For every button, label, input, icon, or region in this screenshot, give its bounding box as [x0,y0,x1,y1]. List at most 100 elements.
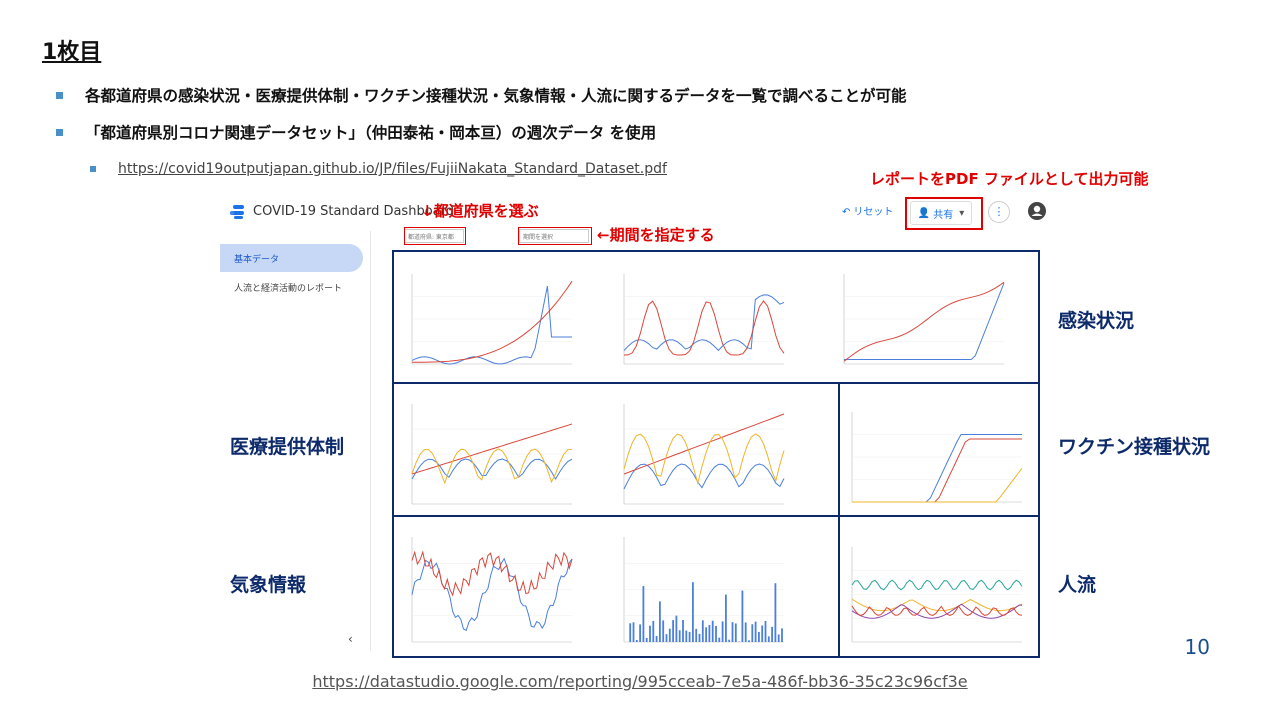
label-weather: 気象情報 [230,574,307,596]
rainfall-bar [642,586,645,642]
sub-bullet: https://covid19outputjapan.github.io/JP/… [90,161,667,177]
label-mobility: 人流 [1058,574,1097,596]
rainfall-bar [758,631,760,642]
reset-button[interactable]: ↶ リセット [842,203,893,218]
rainfall-bar [645,638,648,642]
severe-occupancy-series [623,433,785,486]
datastudio-link[interactable]: https://datastudio.google.com/reporting/… [312,672,968,691]
annotation-pdf-export-text: レポートをPDF ファイルとして出力可能 [870,170,1149,188]
nav-item-basic-data[interactable]: 基本データ [220,244,363,272]
rainfall-bar [698,633,701,642]
rainfall-bar [629,623,632,642]
rainfall-bar [748,640,750,642]
vaccine-dose1-series [852,434,1022,503]
rainfall-bar [708,624,711,642]
label-infection: 感染状況 [1058,310,1135,332]
bullet-2-text: 「都道府県別コロナ関連データセット」（仲田泰祐・岡本亘）の週次データ を使用 [85,124,657,142]
charts-canvas [411,274,1023,643]
charts-panel [392,250,1040,658]
severe-beds-series [623,413,785,475]
rainfall-bar [678,630,681,642]
datastudio-logo-icon [229,204,245,220]
bullet-2: 「都道府県別コロナ関連データセット」（仲田泰祐・岡本亘）の週次データ を使用 [56,121,656,143]
annotation-choose-period: ←期間を指定する [597,224,715,245]
rainfall-bar [662,620,665,642]
mobility-retail-series [851,603,1022,619]
vaccine-dose3-series [852,467,1023,503]
rainfall-bar [761,625,764,642]
rainfall-bar [672,620,674,642]
share-label: 共有 [933,209,954,221]
dataset-link[interactable]: https://covid19outputjapan.github.io/JP/… [118,161,667,177]
rainfall-bar [632,622,635,642]
annotation-choose-prefecture-text: ↓都道府県を選ぶ [421,202,539,220]
beds-occupancy-series [411,448,573,485]
rainfall-bar [635,639,638,642]
rainfall-bar [692,582,694,642]
rainfall-bar [728,639,731,642]
collapse-sidebar-button[interactable]: ‹ [348,632,353,646]
rainfall-bar [718,637,721,642]
rainfall-bar [668,628,671,642]
more-options-icon[interactable]: ⋮ [988,201,1010,223]
prefecture-highlight-box [404,227,466,245]
rainfall-bar [639,624,641,642]
rainfall-bar [781,628,783,642]
mobility-workplace-series [851,605,1023,616]
bullet-1-text: 各都道府県の感染状況・医療提供体制・ワクチン接種状況・気象情報・人流に関するデー… [85,87,907,105]
divider [394,382,1038,384]
new-cases-series [411,286,572,365]
bullet-marker [56,128,63,136]
cumulative-deaths-series [843,281,1005,362]
rainfall-bar [711,620,714,642]
rainfall-bar [771,626,773,642]
rainfall-bar [777,634,780,642]
rainfall-bar [767,636,770,642]
bullet-marker [56,91,63,99]
share-button[interactable]: 👤 共有 ▾ [910,201,972,225]
rainfall-bar [665,634,668,642]
divider [838,382,840,656]
dashboard-title: COVID-19 Standard Dashboard [253,204,454,219]
period-control[interactable]: 期間を選択 [519,229,589,243]
annotation-pdf-export: レポートをPDF ファイルとして出力可能 [870,168,1148,189]
rainfall-bar [721,621,724,642]
temperature-series [411,557,573,632]
reset-label: リセット [853,207,894,218]
rainfall-bar [731,622,734,642]
inpatients-series [623,294,785,352]
rainfall-bar [751,624,754,642]
bullet-1: 各都道府県の感染状況・医療提供体制・ワクチン接種状況・気象情報・人流に関するデー… [56,84,907,106]
rainfall-bar [705,627,707,642]
rainfall-bar [764,620,767,642]
severe-series [623,300,785,356]
mobility-grocery-series [851,598,1023,612]
annotation-choose-period-text: ←期間を指定する [597,226,715,244]
rainfall-bar [682,620,684,642]
share-highlight-box [905,197,983,230]
rainfall-bar [655,636,658,642]
mobility-residential-series [851,579,1023,591]
rainfall-bar [725,594,727,642]
nav-item-mobility-report[interactable]: 人流と経済活動のレポート [234,284,343,294]
chevron-down-icon[interactable]: ▾ [959,207,965,219]
severe-patients-series [623,463,785,490]
rainfall-bar [701,620,704,642]
rainfall-bar [754,621,757,642]
divider [394,515,1038,517]
account-icon[interactable] [1027,201,1047,221]
cumulative-cases-series [412,280,573,363]
rainfall-bar [744,622,747,642]
annotation-choose-prefecture: ↓都道府県を選ぶ [421,200,539,221]
rainfall-bar [659,601,661,642]
label-vaccine: ワクチン接種状況 [1058,436,1211,458]
beds-secured-series [411,423,573,475]
deaths-series [844,282,1005,360]
page-number: 10 [1184,635,1210,659]
rainfall-bar [734,623,737,642]
beds-patients-series [411,458,573,480]
rainfall-bar [774,583,777,642]
rainfall-bar [675,615,678,642]
period-highlight-box [518,227,592,245]
label-medical: 医療提供体制 [230,436,345,458]
